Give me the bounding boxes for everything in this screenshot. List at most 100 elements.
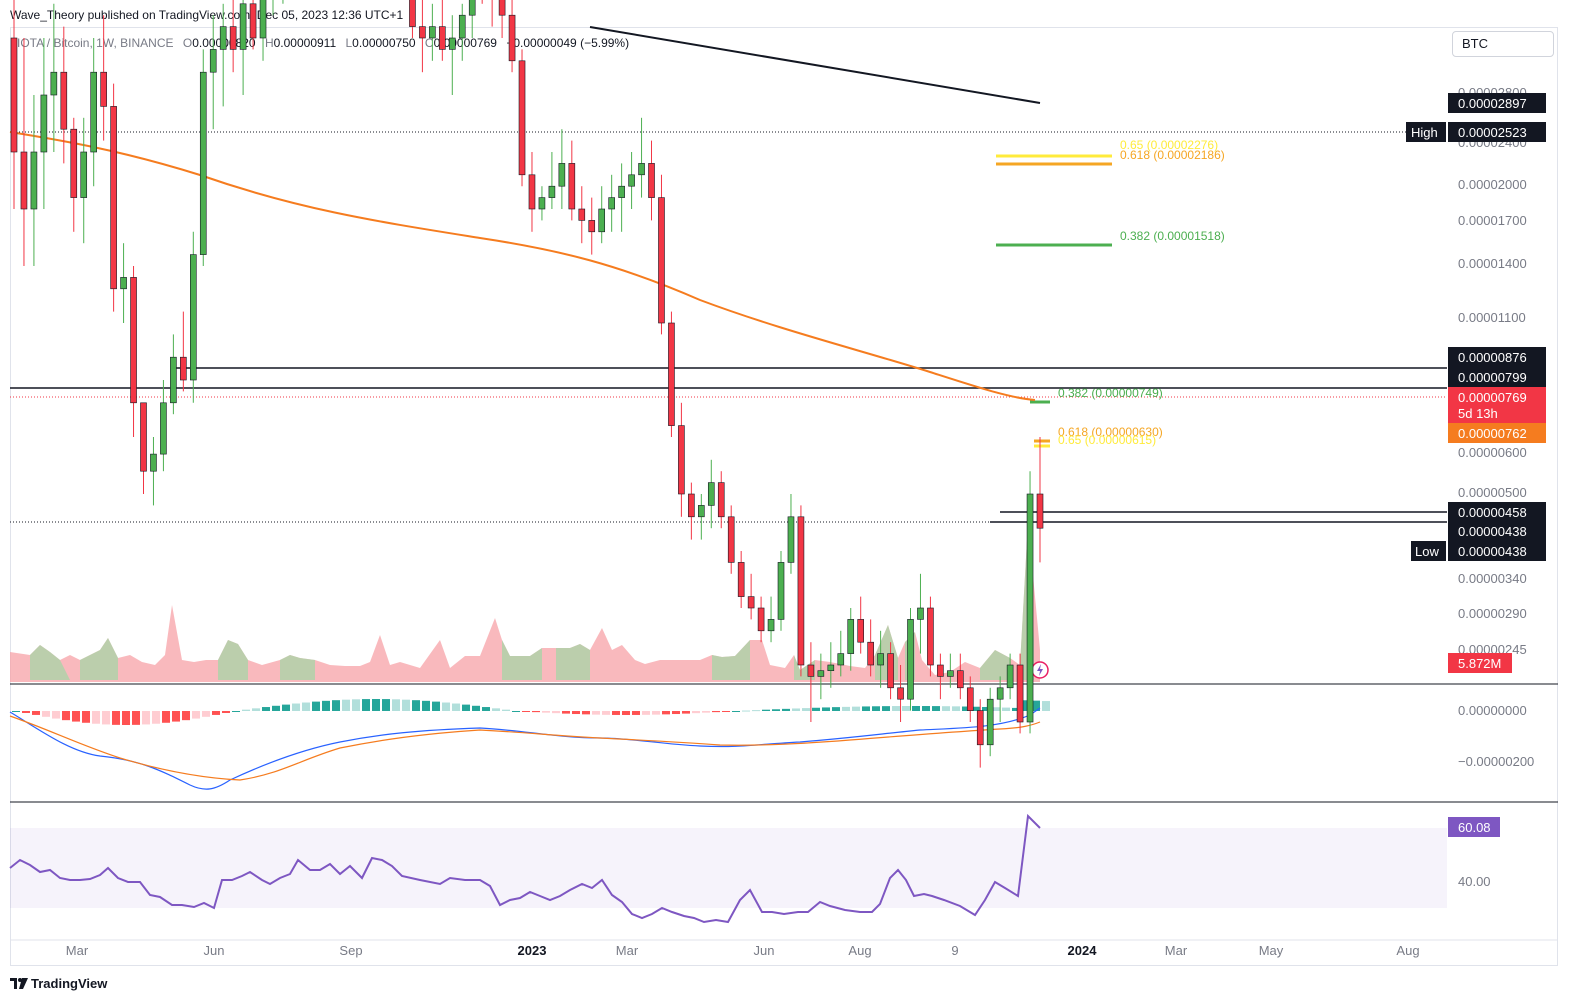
macd-histogram-bar — [1032, 700, 1040, 711]
macd-histogram-bar — [982, 706, 990, 711]
macd-histogram-bar — [692, 711, 700, 714]
macd-histogram-bar — [372, 699, 380, 711]
macd-histogram-bar — [672, 711, 680, 715]
macd-histogram-bar — [542, 711, 550, 713]
macd-histogram-bar — [742, 710, 750, 712]
macd-histogram-bar — [12, 711, 20, 712]
fib-0382-lower-label: 0.382 (0.00000749) — [1058, 386, 1163, 400]
macd-histogram-bar — [792, 708, 800, 711]
price-label-438: 0.00000438 — [1448, 521, 1546, 541]
macd-histogram-bar — [922, 706, 930, 711]
macd-histogram-bar — [932, 706, 940, 711]
macd-histogram-bar — [872, 706, 880, 711]
macd-histogram-bar — [862, 706, 870, 711]
macd-histogram-bar — [242, 709, 250, 711]
macd-histogram-bar — [632, 711, 640, 715]
price-axis-tick: 0.00001700 — [1458, 213, 1527, 228]
price-axis-tick: 0.00000340 — [1458, 571, 1527, 586]
candle-body — [638, 163, 645, 176]
macd-histogram-bar — [1022, 700, 1030, 711]
rsi-axis-tick: 40.00 — [1458, 874, 1491, 889]
macd-signal-line — [9, 715, 1041, 781]
macd-histogram-bar — [602, 711, 610, 715]
legend-change: −0.00000049 (−5.99%) — [506, 36, 630, 50]
legend-symbol[interactable]: IOTA / Bitcoin, 1W, BINANCE — [17, 36, 174, 50]
macd-histogram-bar — [152, 711, 160, 724]
macd-histogram-bar — [502, 709, 510, 711]
macd-histogram-bar — [102, 711, 110, 725]
candle-body — [70, 128, 78, 198]
time-axis-tick: 2024 — [1068, 943, 1098, 958]
macd-axis-tick-0: 0.00000000 — [1458, 703, 1527, 718]
candle-body — [717, 482, 725, 518]
fib-0618-upper-label: 0.618 (0.00002186) — [1120, 148, 1225, 162]
macd-histogram-bar — [392, 699, 400, 711]
candle-body — [777, 562, 785, 620]
macd-histogram-bar — [112, 711, 120, 725]
candle-body — [727, 516, 735, 563]
time-axis-tick: Mar — [66, 943, 89, 958]
macd-histogram-bar — [282, 704, 290, 711]
time-axis-tick: Mar — [1165, 943, 1188, 958]
candle-body — [737, 562, 745, 597]
candle-body — [658, 197, 665, 324]
ema-price-label: 0.00000762 — [1448, 423, 1546, 443]
candle-body — [957, 670, 964, 689]
macd-histogram-bar — [132, 711, 140, 725]
low-label: Low 0.00000438 — [1411, 541, 1546, 561]
volume-value-label: 5.872M — [1448, 653, 1512, 673]
tradingview-footer[interactable]: TradingView — [10, 976, 107, 991]
candle-body — [966, 687, 974, 711]
candle-body — [239, 3, 247, 50]
svg-text:0.00002897: 0.00002897 — [1458, 96, 1527, 111]
macd-histogram-bar — [962, 706, 970, 711]
macd-histogram-bar — [472, 705, 480, 711]
candle-body — [548, 185, 556, 198]
candle-body — [110, 106, 117, 290]
candle-body — [976, 710, 984, 746]
time-axis: Mar Jun Sep 2023 Mar Jun Aug 9 2024 Mar May Aug — [66, 943, 1420, 958]
last-price-label: 0.00000769 5d 13h — [1448, 387, 1546, 423]
candle-body — [678, 425, 685, 495]
candle-body — [229, 26, 237, 50]
time-axis-tick: Jun — [754, 943, 775, 958]
candle-body — [498, 0, 506, 16]
macd-histogram-bar — [482, 707, 490, 711]
candle-body — [867, 641, 874, 666]
legend-high-label: H — [264, 36, 274, 50]
price-label-458: 0.00000458 — [1448, 502, 1546, 522]
svg-text:0.00000799: 0.00000799 — [1458, 370, 1527, 385]
candle-body — [180, 356, 187, 381]
candle-body — [10, 37, 18, 153]
candle-body — [1016, 664, 1024, 723]
candle-body — [787, 516, 795, 563]
rsi-band — [10, 828, 1447, 908]
candle-body — [628, 174, 635, 187]
candle-body — [917, 607, 924, 620]
candle-body — [707, 482, 715, 506]
macd-histogram-bar — [452, 703, 460, 711]
candle-body — [120, 277, 127, 290]
svg-text:0.00000438: 0.00000438 — [1458, 544, 1527, 559]
candle-body — [907, 619, 914, 700]
volume-alert-icon[interactable] — [1031, 661, 1049, 679]
time-axis-tick: Aug — [848, 943, 871, 958]
candle-body — [986, 698, 994, 746]
candle-body — [190, 254, 197, 381]
candle-body — [508, 14, 516, 62]
macd-histogram-bar — [712, 711, 720, 713]
candle-body — [837, 653, 845, 666]
macd-histogram-bar — [292, 703, 300, 711]
candle-body — [80, 151, 88, 198]
macd-histogram-bar — [432, 701, 440, 711]
currency-button[interactable]: BTC — [1452, 31, 1554, 57]
candle-body — [448, 37, 456, 50]
candle-body — [100, 71, 107, 107]
macd-histogram-bar — [172, 711, 180, 722]
macd-histogram-bar — [512, 711, 520, 712]
candles — [10, 0, 1044, 768]
candle-body — [897, 687, 904, 700]
candle-body — [588, 220, 596, 233]
macd-histogram — [12, 699, 1050, 725]
